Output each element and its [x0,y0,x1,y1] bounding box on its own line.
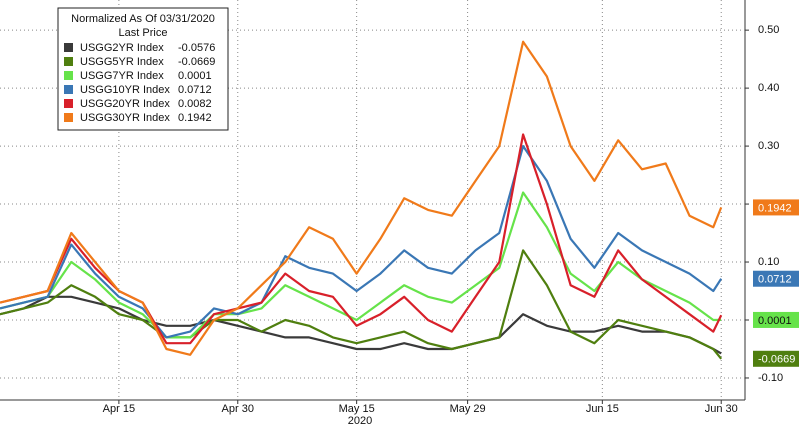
x-tick-label: Jun 30 [705,403,738,415]
x-tick-label: May 29 [450,403,486,415]
legend-value: 0.1942 [178,112,212,124]
end-label-box [753,270,799,287]
x-axis-label: 2020 [348,415,372,427]
legend-swatch [64,85,73,94]
legend-title: Normalized As Of 03/31/2020 [71,13,215,25]
legend-value: -0.0669 [178,56,215,68]
legend-swatch [64,71,73,80]
legend-swatch [64,57,73,66]
y-tick-label: 0.40 [758,82,779,94]
x-tick-label: Apr 15 [103,403,135,415]
legend-swatch [64,99,73,108]
y-tick-label: -0.10 [758,372,783,384]
end-label: -0.0669 [758,354,795,366]
legend-label: USGG2YR Index [80,42,164,54]
legend: Normalized As Of 03/31/2020 Last Price U… [57,7,229,131]
y-tick-label: 0.50 [758,24,779,36]
legend-label: USGG5YR Index [80,56,164,68]
legend-swatch [64,113,73,122]
end-label-box [753,311,799,328]
legend-box [57,7,229,131]
series-line [0,295,722,355]
legend-label: USGG20YR Index [80,98,170,110]
legend-value: 0.0001 [178,70,212,82]
end-label-box [753,199,799,216]
series-line [0,191,722,339]
series-line [0,145,723,339]
legend-label: USGG30YR Index [80,112,170,124]
legend-label: USGG10YR Index [80,84,170,96]
end-label: 0.1942 [758,202,792,214]
y-tick-label: 0.30 [758,140,779,152]
legend-value: 0.0712 [178,84,212,96]
x-tick-label: Jun 15 [586,403,619,415]
x-tick-label: May 15 [339,403,375,415]
series-line [0,40,723,356]
legend-swatch [64,43,73,52]
lines [0,40,723,360]
end-label: 0.0001 [758,315,792,327]
end-label: 0.0712 [758,274,792,286]
end-label-box [753,350,799,367]
legend-subtitle: Last Price [119,27,168,39]
legend-label: USGG7YR Index [80,70,164,82]
end-labels: -0.0669 0.0001 0.0712 0.1942 [753,199,799,367]
legend-value: -0.0576 [178,42,215,54]
x-tick-label: Apr 30 [222,403,254,415]
y-tick-label: 0.10 [758,256,779,268]
series-line [0,249,723,360]
legend-value: 0.0082 [178,98,212,110]
